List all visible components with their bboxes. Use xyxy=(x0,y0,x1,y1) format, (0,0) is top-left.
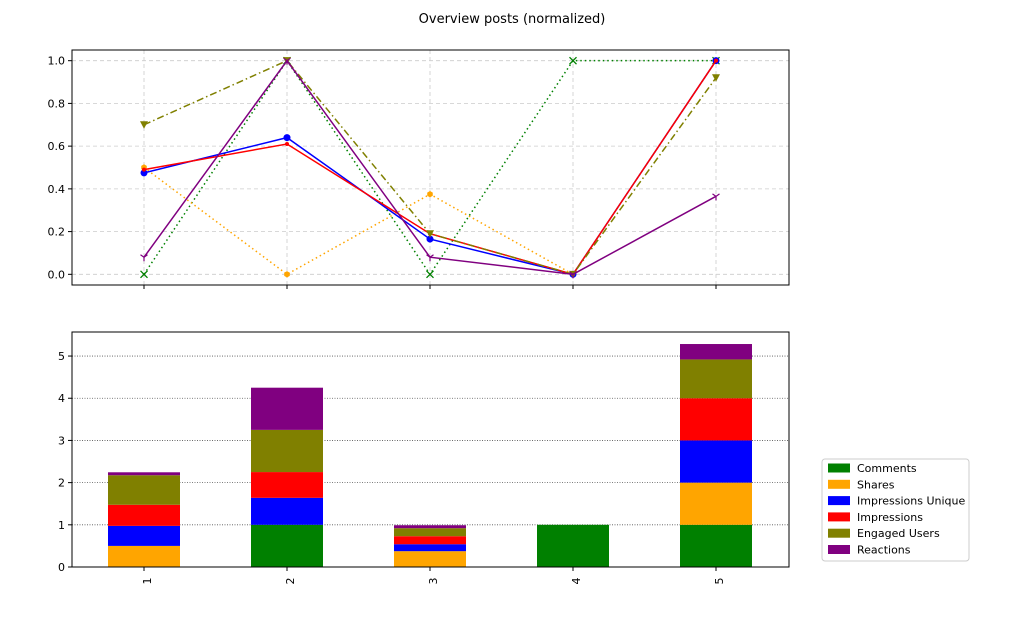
y-tick-label: 0 xyxy=(58,561,65,574)
data-point-reactions xyxy=(426,254,434,262)
bar-segment-impressions-unique xyxy=(680,440,752,483)
data-point-impressions xyxy=(714,58,718,63)
bar-segment-reactions xyxy=(680,344,752,360)
y-tick-label: 1.0 xyxy=(48,55,66,68)
x-tick-label: 1 xyxy=(141,578,154,585)
x-tick-label: 4 xyxy=(570,578,583,585)
bar-segment-engaged-users xyxy=(251,429,323,473)
data-point-reactions xyxy=(283,57,291,65)
chart-title: Overview posts (normalized) xyxy=(419,12,606,27)
x-tick-label: 3 xyxy=(427,578,440,585)
bar-segment-shares xyxy=(394,551,466,567)
x-tick-label: 2 xyxy=(284,578,297,585)
legend-swatch xyxy=(828,512,850,522)
bar-segment-comments xyxy=(537,524,609,567)
y-tick-label: 4 xyxy=(58,392,65,405)
bar-segment-shares xyxy=(108,545,180,567)
legend-swatch xyxy=(828,463,850,473)
data-point-comments xyxy=(426,270,434,279)
y-tick-label: 0.4 xyxy=(48,183,66,196)
data-point-reactions xyxy=(569,271,577,279)
bar-segment-impressions-unique xyxy=(251,497,323,525)
bar-segment-engaged-users xyxy=(680,359,752,399)
y-tick-label: 0.2 xyxy=(48,226,66,239)
legend-label: Shares xyxy=(857,478,895,491)
y-tick-label: 5 xyxy=(58,350,65,363)
bar-segment-impressions xyxy=(108,504,180,526)
y-tick-label: 0.8 xyxy=(48,97,66,110)
data-point-engaged_users xyxy=(426,230,434,238)
bar-segment-shares xyxy=(680,482,752,525)
legend-label: Comments xyxy=(857,462,917,475)
legend-swatch xyxy=(828,479,850,489)
bar-segment-impressions-unique xyxy=(108,525,180,546)
data-point-impressions_unique xyxy=(426,235,434,243)
y-tick-label: 2 xyxy=(58,477,65,490)
data-point-impressions xyxy=(285,142,289,146)
data-point-reactions xyxy=(140,254,148,262)
legend-box xyxy=(821,458,970,562)
bar-segment-reactions xyxy=(394,525,466,529)
bar-segment-impressions xyxy=(251,472,323,498)
y-tick-label: 0.6 xyxy=(48,140,66,153)
legend-swatch xyxy=(828,545,850,554)
bar-segment-engaged-users xyxy=(394,528,466,537)
data-point-impressions_unique xyxy=(283,134,291,142)
data-point-comments xyxy=(140,270,148,279)
bar-segment-impressions-unique xyxy=(394,544,466,552)
line-chart-frame xyxy=(71,49,790,286)
data-point-impressions_unique xyxy=(140,169,148,177)
bar-segment-impressions xyxy=(680,398,752,441)
data-point-impressions xyxy=(142,167,146,172)
y-tick-label: 3 xyxy=(58,434,65,447)
bar-segment-reactions xyxy=(108,472,180,476)
y-tick-label: 1 xyxy=(58,519,65,532)
y-tick-label: 0.0 xyxy=(48,268,66,281)
legend-swatch xyxy=(828,496,850,506)
legend-label: Engaged Users xyxy=(857,527,940,540)
bar-segment-comments xyxy=(251,524,323,567)
legend-swatch xyxy=(828,528,850,538)
bar-segment-comments xyxy=(680,524,752,567)
legend-label: Reactions xyxy=(857,544,911,557)
data-point-shares xyxy=(427,191,433,198)
data-point-engaged_users xyxy=(712,74,720,82)
data-point-reactions xyxy=(712,193,720,201)
data-point-engaged_users xyxy=(140,121,148,129)
bar-segment-reactions xyxy=(251,387,323,430)
bar-segment-impressions xyxy=(394,536,466,545)
legend-label: Impressions Unique xyxy=(857,495,965,508)
x-tick-label: 5 xyxy=(713,578,726,585)
data-point-shares xyxy=(284,271,290,278)
legend-label: Impressions xyxy=(857,511,923,524)
data-point-comments xyxy=(569,56,577,65)
bar-segment-engaged-users xyxy=(108,475,180,505)
